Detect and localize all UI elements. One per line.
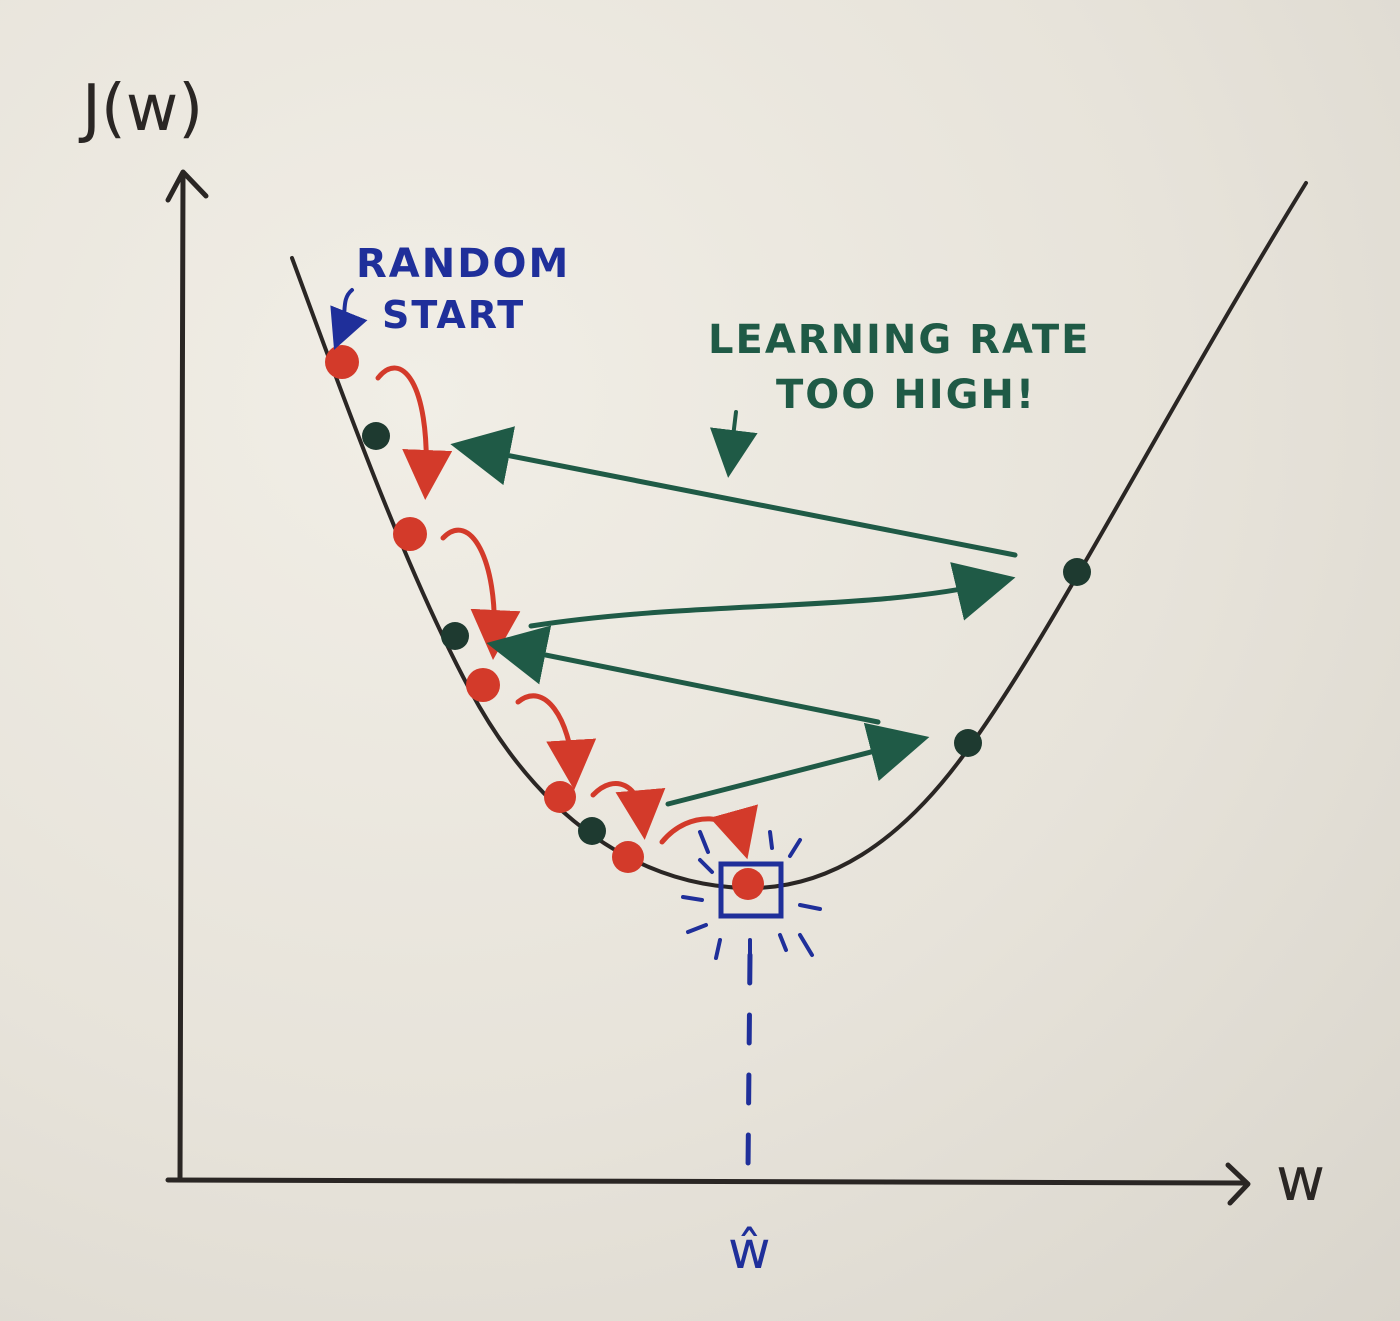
optimum-dashed-line [745,952,753,1173]
y-axis-label: J(w) [78,72,203,146]
green-arrow [486,625,881,725]
optimum-box [718,861,784,919]
random-start-label-line2: START [382,293,525,337]
random-start-label-line1: RANDOM [356,241,570,287]
green-point [441,622,469,650]
green-point [578,817,606,845]
red-arrow [659,804,758,860]
red-step-arrows [375,365,758,860]
green-point [1063,558,1091,586]
x-axis-label: w [1276,1145,1325,1215]
green-point [362,422,390,450]
red-point [393,517,427,551]
optimum-sparkle [681,830,822,964]
x-axis-arrowhead [1225,1162,1251,1206]
red-arrow [440,527,521,660]
green-points [362,422,1091,845]
red-point [544,781,576,813]
optimum-label: ŵ [728,1221,771,1281]
red-arrow [515,693,597,790]
green-arrow [665,722,930,807]
lr-high-pointer [709,410,758,478]
red-point [612,841,644,873]
lr-high-label-line1: LEARNING RATE [708,317,1090,363]
red-arrow [590,781,666,840]
red-point [325,345,359,379]
red-point [732,868,764,900]
axes [165,169,1251,1206]
red-arrow [375,365,453,500]
red-point [466,668,500,702]
y-axis-arrowhead [165,169,209,203]
random-start-pointer [330,288,368,350]
green-arrow [450,426,1018,558]
x-axis-line [165,1177,1248,1186]
green-point [954,729,982,757]
lr-high-label-line2: TOO HIGH! [776,372,1036,418]
green-jump-arrows [450,426,1018,807]
y-axis-line [177,172,186,1183]
green-arrow [528,562,1016,629]
